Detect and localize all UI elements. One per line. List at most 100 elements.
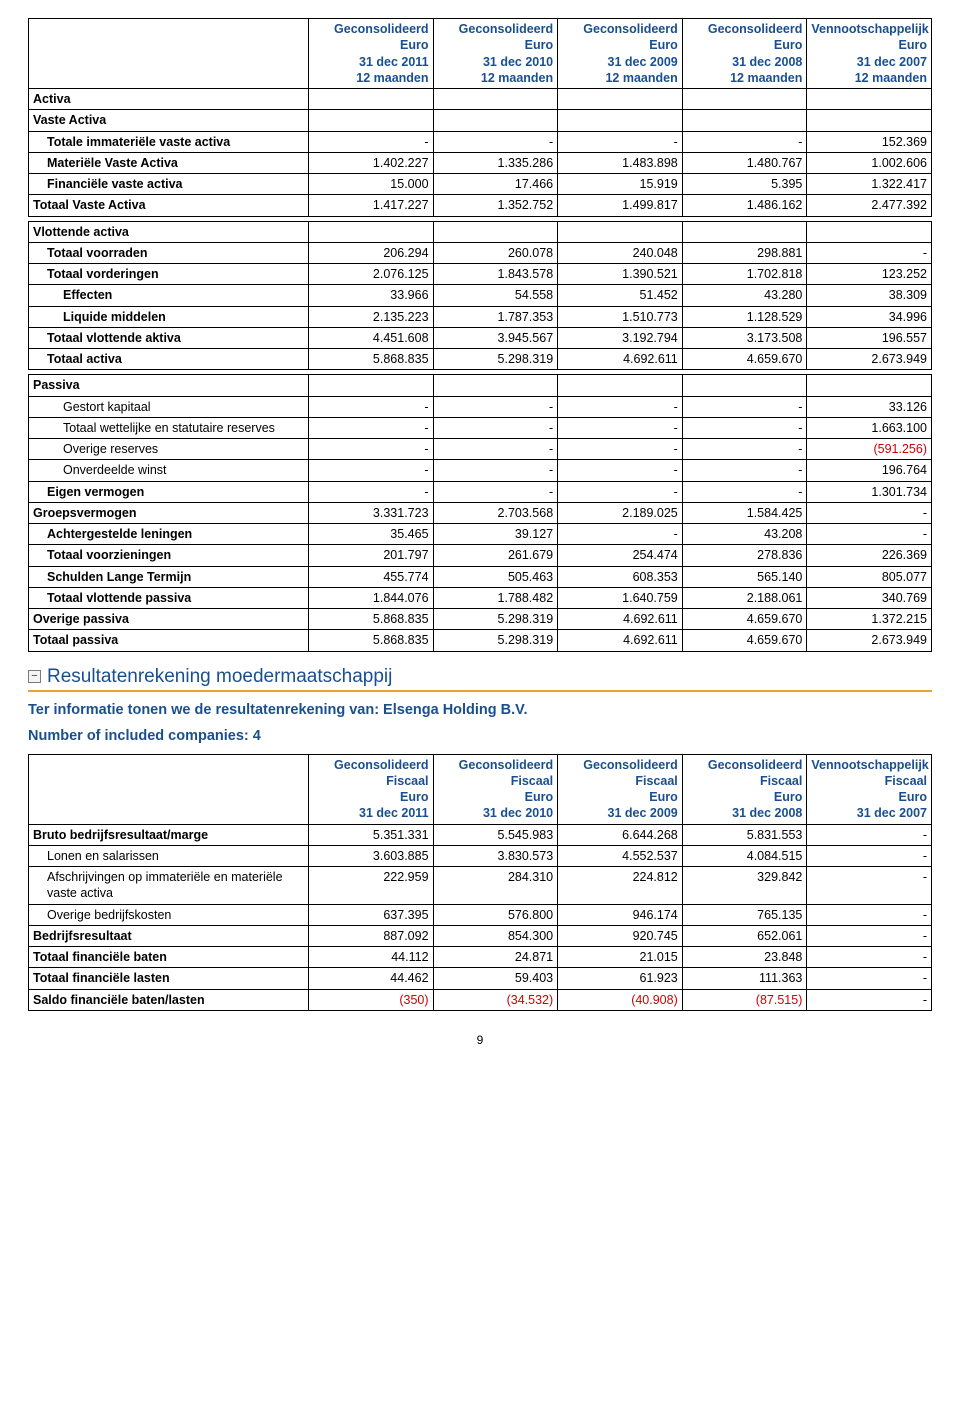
table-row: Eigen vermogen----1.301.734	[29, 481, 932, 502]
cell: -	[433, 396, 558, 417]
cell	[807, 375, 932, 396]
cell: 15.919	[558, 174, 683, 195]
section-rule	[28, 690, 932, 692]
cell: 222.959	[308, 867, 433, 905]
cell: -	[807, 824, 932, 845]
cell: 44.462	[308, 968, 433, 989]
cell: 765.135	[682, 904, 807, 925]
table-row: Vaste Activa	[29, 110, 932, 131]
cell: -	[433, 439, 558, 460]
cell: 1.322.417	[807, 174, 932, 195]
cell: 196.557	[807, 327, 932, 348]
cell: 5.868.835	[308, 349, 433, 370]
collapse-icon[interactable]: −	[28, 670, 41, 683]
cell: 887.092	[308, 925, 433, 946]
cell: 4.659.670	[682, 630, 807, 651]
cell: -	[308, 439, 433, 460]
row-label: Bruto bedrijfsresultaat/marge	[29, 824, 309, 845]
cell: -	[308, 460, 433, 481]
cell: -	[433, 417, 558, 438]
cell: 261.679	[433, 545, 558, 566]
table-row: Liquide middelen2.135.2231.787.3531.510.…	[29, 306, 932, 327]
cell: 3.192.794	[558, 327, 683, 348]
row-label: Afschrijvingen op immateriële en materië…	[29, 867, 309, 905]
cell: 226.369	[807, 545, 932, 566]
cell: 920.745	[558, 925, 683, 946]
cell: -	[558, 460, 683, 481]
table-row: Onverdeelde winst----196.764	[29, 460, 932, 481]
cell: (87.515)	[682, 989, 807, 1010]
cell	[433, 375, 558, 396]
cell: 6.644.268	[558, 824, 683, 845]
cell: 1.372.215	[807, 609, 932, 630]
row-label: Vaste Activa	[29, 110, 309, 131]
row-label: Overige reserves	[29, 439, 309, 460]
cell: 2.188.061	[682, 587, 807, 608]
cell: 854.300	[433, 925, 558, 946]
cell: 1.335.286	[433, 152, 558, 173]
cell: 5.868.835	[308, 609, 433, 630]
cell: 5.298.319	[433, 349, 558, 370]
cell: 2.076.125	[308, 264, 433, 285]
cell: 5.298.319	[433, 609, 558, 630]
cell: -	[558, 417, 683, 438]
cell: 196.764	[807, 460, 932, 481]
cell: -	[433, 460, 558, 481]
row-label: Overige passiva	[29, 609, 309, 630]
cell: 51.452	[558, 285, 683, 306]
cell: 329.842	[682, 867, 807, 905]
cell	[433, 89, 558, 110]
table-row: Totaal Vaste Activa1.417.2271.352.7521.4…	[29, 195, 932, 216]
cell: 1.499.817	[558, 195, 683, 216]
row-label: Totaal voorraden	[29, 242, 309, 263]
cell: -	[682, 460, 807, 481]
cell: 565.140	[682, 566, 807, 587]
cell: 21.015	[558, 947, 683, 968]
table-row: Schulden Lange Termijn455.774505.463608.…	[29, 566, 932, 587]
cell: 278.836	[682, 545, 807, 566]
cell: -	[682, 417, 807, 438]
cell: 23.848	[682, 947, 807, 968]
cell: 5.545.983	[433, 824, 558, 845]
cell: 1.843.578	[433, 264, 558, 285]
cell: 455.774	[308, 566, 433, 587]
cell: 5.868.835	[308, 630, 433, 651]
cell: 2.673.949	[807, 630, 932, 651]
cell: -	[807, 242, 932, 263]
column-header: GeconsolideerdEuro31 dec 200912 maanden	[558, 19, 683, 89]
cell: -	[807, 904, 932, 925]
cell: 1.787.353	[433, 306, 558, 327]
cell: 152.369	[807, 131, 932, 152]
cell: (34.532)	[433, 989, 558, 1010]
balance-body: ActivaVaste ActivaTotale immateriële vas…	[29, 89, 932, 652]
cell: 1.301.734	[807, 481, 932, 502]
cell: 38.309	[807, 285, 932, 306]
cell: 4.084.515	[682, 845, 807, 866]
table-row: Lonen en salarissen3.603.8853.830.5734.5…	[29, 845, 932, 866]
cell: 1.486.162	[682, 195, 807, 216]
cell: -	[433, 481, 558, 502]
cell: 5.395	[682, 174, 807, 195]
cell: 2.135.223	[308, 306, 433, 327]
cell: 201.797	[308, 545, 433, 566]
row-label: Gestort kapitaal	[29, 396, 309, 417]
cell: 254.474	[558, 545, 683, 566]
table-row: Totaal vorderingen2.076.1251.843.5781.39…	[29, 264, 932, 285]
cell: -	[308, 417, 433, 438]
cell: 2.673.949	[807, 349, 932, 370]
column-header: GeconsolideerdEuro31 dec 200812 maanden	[682, 19, 807, 89]
cell: 946.174	[558, 904, 683, 925]
cell: 4.552.537	[558, 845, 683, 866]
column-header: GeconsolideerdFiscaalEuro31 dec 2010	[433, 754, 558, 824]
row-label: Bedrijfsresultaat	[29, 925, 309, 946]
table-row: Totaal wettelijke en statutaire reserves…	[29, 417, 932, 438]
table-row: Totaal financiële baten44.11224.87121.01…	[29, 947, 932, 968]
cell: 4.659.670	[682, 609, 807, 630]
info-line-2: Number of included companies: 4	[28, 728, 932, 744]
cell: -	[807, 867, 932, 905]
cell: -	[558, 481, 683, 502]
row-label: Materiële Vaste Activa	[29, 152, 309, 173]
cell: -	[807, 989, 932, 1010]
cell: -	[558, 524, 683, 545]
cell: 805.077	[807, 566, 932, 587]
